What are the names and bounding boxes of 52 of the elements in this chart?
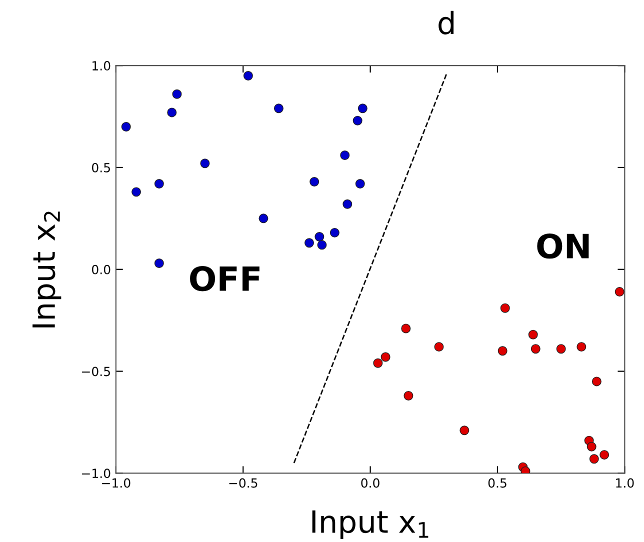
point [530,344,540,354]
x-tick-label: 0.0 [361,478,380,488]
x-tick-label: −1.0 [102,478,130,488]
point [592,376,602,386]
point [172,89,182,99]
point [556,344,566,354]
point [132,187,142,197]
point [243,71,253,81]
point [154,258,164,268]
point [317,240,327,250]
point [355,179,365,189]
point [600,450,610,460]
point [304,238,314,248]
point [342,199,352,209]
series-label: d [438,10,454,34]
point [404,390,414,400]
y-tick-label: −0.5 [82,366,110,376]
point [460,426,470,436]
point [314,232,324,242]
point [358,104,368,114]
point [258,214,268,224]
point [586,442,596,452]
point [352,116,362,126]
annotation: OFF [190,266,260,292]
point [274,104,284,114]
point [121,122,131,132]
point [589,454,599,464]
point [401,324,411,334]
y-axis-title: Input x$_{2}$ [32,212,62,328]
point [614,287,624,297]
point [576,342,586,352]
point [373,358,383,368]
y-tick-label: 1.0 [92,61,110,71]
y-tick-label: −1.0 [82,468,110,478]
point [330,228,340,238]
point [340,150,350,160]
x-tick-label: 0.5 [488,478,506,488]
point [167,108,177,118]
point [528,330,538,340]
y-tick-label: 0.0 [92,264,110,274]
point [310,177,320,186]
annotation: ON [537,233,589,259]
x-axis-title: Input x$_{1}$ [312,510,428,540]
point [154,179,164,189]
point [498,346,508,356]
y-tick-label: 0.5 [92,162,110,172]
x-tick-label: −0.5 [229,478,258,488]
point [500,303,510,313]
point [434,342,444,352]
point [200,158,210,168]
x-tick-label: 1.0 [616,478,634,488]
point [380,352,390,362]
